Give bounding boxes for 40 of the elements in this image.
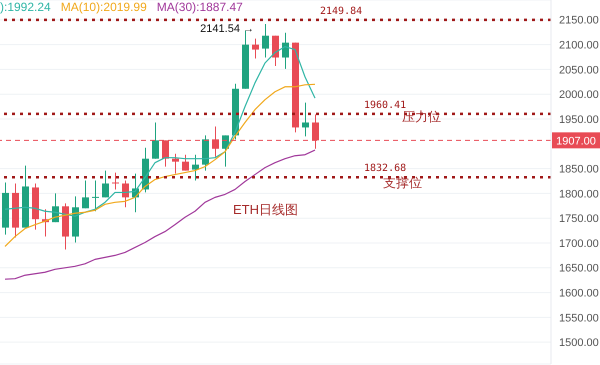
line-series <box>4 149 316 280</box>
candlestick <box>182 154 189 172</box>
annotation: 2141.54 → <box>200 23 254 36</box>
y-tick-label: 1750.00 <box>559 213 599 226</box>
y-tick-label: 1800.00 <box>559 188 599 200</box>
y-tick-label: 2000.00 <box>559 89 599 102</box>
text: ):1992.24 <box>0 0 51 14</box>
y-tick-label: 1950.00 <box>559 114 599 126</box>
y-tick-label: 1650.00 <box>559 262 599 275</box>
ref-line-label: 2149.84 <box>320 6 362 17</box>
y-tick-label: 2150.00 <box>559 14 599 27</box>
text: MA(10):2019.99 <box>60 0 147 14</box>
ref-line-label: 1832.68 <box>364 163 406 174</box>
candlestick <box>112 172 119 190</box>
y-tick-label: 1700.00 <box>559 238 599 250</box>
candlestick <box>252 38 259 60</box>
text: 压力位 <box>402 108 441 126</box>
candlestick <box>172 153 179 174</box>
y-tick-label: 1550.00 <box>559 312 599 324</box>
y-tick-label: 2050.00 <box>559 64 599 76</box>
candlestick <box>102 170 109 198</box>
candlestick <box>282 32 289 70</box>
text: MA(30):1887.47 <box>156 0 243 14</box>
candlestick <box>302 102 309 137</box>
text: 支撑位 <box>383 174 422 192</box>
y-tick-label: 1500.00 <box>559 337 599 350</box>
y-tick-label: 1850.00 <box>559 164 599 176</box>
candlestick <box>272 35 279 66</box>
line-series <box>4 84 316 248</box>
ref-line-label: 1960.41 <box>364 100 406 111</box>
ref-line-label: 1907.00 <box>556 135 596 148</box>
candlestick <box>192 154 199 182</box>
candlestick <box>152 122 159 160</box>
candlestick <box>92 180 99 212</box>
annotation: ETH日线图 <box>233 201 298 219</box>
y-tick-label: 2100.00 <box>559 40 599 52</box>
y-tick-label: 1600.00 <box>559 287 599 300</box>
candlestick <box>262 24 269 58</box>
candlestick <box>82 180 89 209</box>
candlestick <box>122 180 129 208</box>
